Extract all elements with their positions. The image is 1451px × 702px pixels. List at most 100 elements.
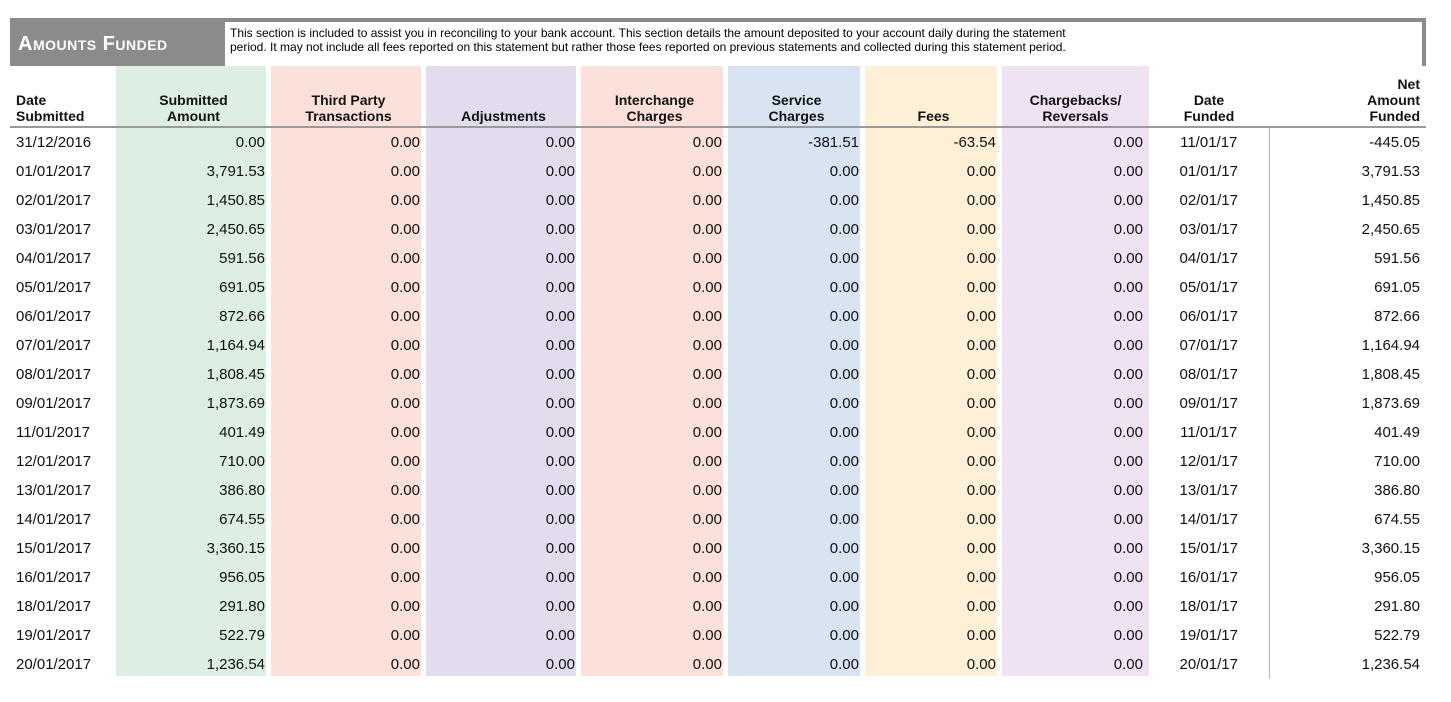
cell-adjustments: 0.00 [545,569,575,586]
table-row: 18/01/2017 291.80 0.00 0.00 0.00 0.00 0.00 0.00… [10,592,1426,621]
cell-fees: 0.00 [966,598,996,615]
cell-submitted-amount: 3,791.53 [206,163,265,180]
cell-third-party: 0.00 [390,627,420,644]
cell-net-amount: 710.00 [1268,447,1426,476]
cell-fees: 0.00 [966,540,996,557]
table-row: 19/01/2017 522.79 0.00 0.00 0.00 0.00 0.00 0.00… [10,621,1426,650]
cell-submitted-amount: 1,236.54 [206,656,265,673]
section-title-text: Amounts Funded [18,32,168,55]
cell-submitted-amount: 710.00 [219,453,265,470]
cell-third-party: 0.00 [390,569,420,586]
cell-date-funded: 09/01/17 [1179,395,1238,412]
cell-date-funded: 06/01/17 [1179,308,1238,325]
cell-service-charges: 0.00 [829,395,859,412]
cell-third-party: 0.00 [390,337,420,354]
cell-fees: 0.00 [966,308,996,325]
cell-chargebacks: 0.00 [1113,308,1143,325]
cell-date-funded: 20/01/17 [1179,656,1238,673]
cell-interchange: 0.00 [692,192,722,209]
cell-adjustments: 0.00 [545,656,575,673]
table-row: 20/01/2017 1,236.54 0.00 0.00 0.00 0.00 0.00 0.… [10,650,1426,679]
cell-interchange: 0.00 [692,134,722,151]
cell-chargebacks: 0.00 [1113,656,1143,673]
cell-service-charges: 0.00 [829,366,859,383]
header-chargebacks: Chargebacks/Reversals [1002,66,1149,128]
cell-net-amount: 872.66 [1268,302,1426,331]
cell-adjustments: 0.00 [545,337,575,354]
cell-interchange: 0.00 [692,279,722,296]
cell-interchange: 0.00 [692,221,722,238]
cell-service-charges: 0.00 [829,656,859,673]
cell-interchange: 0.00 [692,163,722,180]
cell-fees: 0.00 [966,395,996,412]
cell-adjustments: 0.00 [545,163,575,180]
cell-service-charges: 0.00 [829,540,859,557]
section-description: This section is included to assist you i… [230,26,1270,54]
cell-service-charges: 0.00 [829,250,859,267]
cell-date-funded: 03/01/17 [1179,221,1238,238]
cell-submitted-amount: 674.55 [219,511,265,528]
cell-service-charges: 0.00 [829,627,859,644]
cell-chargebacks: 0.00 [1113,250,1143,267]
cell-net-amount: 956.05 [1268,563,1426,592]
cell-service-charges: 0.00 [829,482,859,499]
cell-submitted-amount: 0.00 [235,134,265,151]
cell-date-funded: 07/01/17 [1179,337,1238,354]
header-right-rule [1422,18,1426,66]
cell-interchange: 0.00 [692,627,722,644]
cell-third-party: 0.00 [390,598,420,615]
cell-date-submitted: 13/01/2017 [16,482,92,499]
table-row: 05/01/2017 691.05 0.00 0.00 0.00 0.00 0.00 0.00… [10,273,1426,302]
section-description-line: period. It may not include all fees repo… [230,40,1066,54]
cell-chargebacks: 0.00 [1113,569,1143,586]
section-description-line: This section is included to assist you i… [230,26,1066,40]
cell-date-submitted: 18/01/2017 [16,598,92,615]
cell-fees: -63.54 [953,134,996,151]
cell-net-amount: 1,873.69 [1268,389,1426,418]
cell-interchange: 0.00 [692,453,722,470]
cell-service-charges: 0.00 [829,192,859,209]
cell-date-funded: 15/01/17 [1179,540,1238,557]
cell-date-funded: 14/01/17 [1179,511,1238,528]
cell-adjustments: 0.00 [545,424,575,441]
cell-interchange: 0.00 [692,366,722,383]
cell-date-funded: 13/01/17 [1179,482,1238,499]
cell-fees: 0.00 [966,482,996,499]
cell-third-party: 0.00 [390,192,420,209]
cell-interchange: 0.00 [692,540,722,557]
cell-adjustments: 0.00 [545,540,575,557]
cell-date-funded: 11/01/17 [1180,134,1238,151]
table-row: 12/01/2017 710.00 0.00 0.00 0.00 0.00 0.00 0.00… [10,447,1426,476]
cell-submitted-amount: 956.05 [219,569,265,586]
cell-fees: 0.00 [966,627,996,644]
header-interchange: Interchange Charges [581,66,728,128]
cell-interchange: 0.00 [692,337,722,354]
cell-fees: 0.00 [966,424,996,441]
table-row: 11/01/2017 401.49 0.00 0.00 0.00 0.00 0.00 0.00… [10,418,1426,447]
cell-third-party: 0.00 [390,366,420,383]
cell-date-submitted: 20/01/2017 [16,656,92,673]
cell-submitted-amount: 691.05 [219,279,265,296]
cell-date-submitted: 07/01/2017 [16,337,92,354]
cell-date-funded: 08/01/17 [1179,366,1238,383]
cell-submitted-amount: 386.80 [219,482,265,499]
cell-chargebacks: 0.00 [1113,279,1143,296]
cell-date-submitted: 04/01/2017 [16,250,92,267]
amounts-funded-table: Date Submitted Submitted Amount Third Part… [10,66,1426,679]
cell-submitted-amount: 2,450.65 [206,221,265,238]
column-stripe-submitted [116,66,266,676]
cell-chargebacks: 0.00 [1113,134,1143,151]
cell-chargebacks: 0.00 [1113,337,1143,354]
cell-adjustments: 0.00 [545,279,575,296]
column-stripe-service [728,66,860,676]
section-header: Amounts Funded This section is included … [10,18,1426,66]
cell-net-amount: 691.05 [1268,273,1426,302]
cell-third-party: 0.00 [390,482,420,499]
cell-date-funded: 01/01/17 [1179,163,1238,180]
cell-date-submitted: 06/01/2017 [16,308,92,325]
cell-date-submitted: 03/01/2017 [16,221,92,238]
cell-third-party: 0.00 [390,163,420,180]
cell-interchange: 0.00 [692,511,722,528]
cell-date-submitted: 19/01/2017 [16,627,92,644]
cell-adjustments: 0.00 [545,395,575,412]
